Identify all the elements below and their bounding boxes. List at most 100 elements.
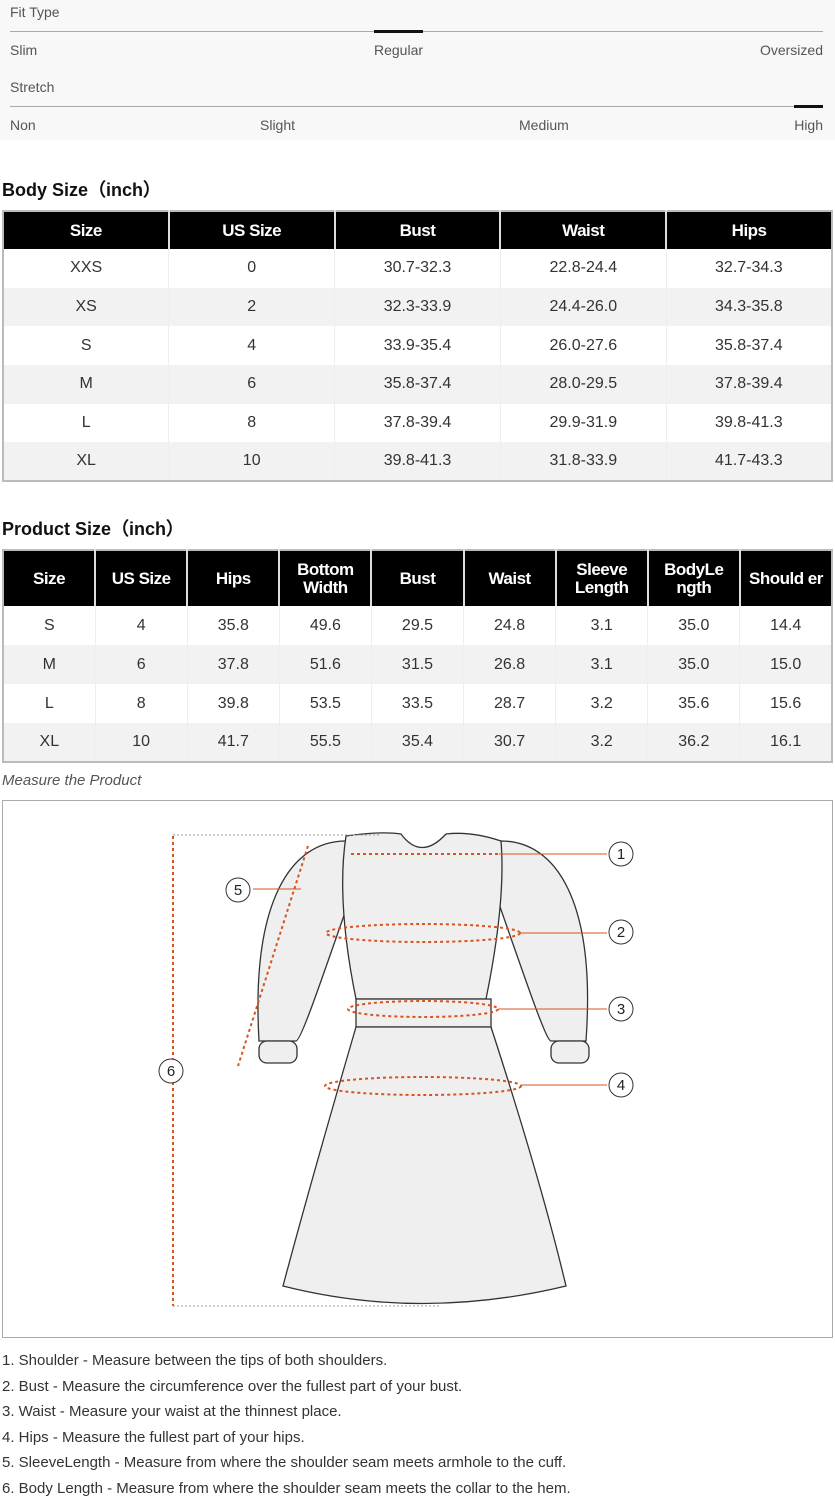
table-cell: 35.0 — [647, 645, 740, 684]
table-cell: 35.8-37.4 — [665, 326, 832, 366]
column-header: Hips — [665, 211, 832, 249]
table-cell: 3.1 — [555, 606, 648, 645]
table-cell: S — [2, 606, 96, 645]
table-cell: 14.4 — [739, 606, 832, 645]
table-row: L 8 37.8-39.4 29.9-31.9 39.8-41.3 — [2, 403, 832, 443]
column-header: Hips — [186, 550, 280, 606]
note-item: 5. SleeveLength - Measure from where the… — [2, 1454, 567, 1472]
note-item: 2. Bust - Measure the circumference over… — [2, 1377, 463, 1395]
table-cell: 3.2 — [555, 684, 648, 723]
marker-1: 1 — [608, 841, 634, 867]
stretch-scale — [10, 106, 823, 107]
table-cell: 39.8 — [186, 684, 280, 723]
right-cuff — [550, 1040, 590, 1064]
marker-4: 4 — [608, 1072, 634, 1098]
table-cell: 0 — [168, 249, 335, 288]
table-cell: XS — [2, 287, 169, 327]
body-size-title: Body Size（inch） — [2, 180, 162, 200]
column-header: Waist — [462, 550, 556, 606]
marker-6: 6 — [158, 1058, 184, 1084]
table-cell: L — [2, 403, 169, 443]
table-cell: 10 — [168, 442, 335, 482]
column-header: BodyLe ngth — [646, 550, 740, 606]
table-cell: 33.9-35.4 — [334, 326, 501, 366]
table-cell: XL — [2, 723, 96, 762]
table-cell: 22.8-24.4 — [499, 249, 667, 288]
table-cell: 3.1 — [555, 645, 648, 684]
table-cell: 37.8-39.4 — [665, 365, 832, 404]
table-cell: 3.2 — [555, 723, 648, 762]
table-cell: 33.5 — [370, 684, 464, 723]
table-cell: 6 — [168, 365, 335, 404]
table-cell: 28.0-29.5 — [499, 365, 667, 404]
table-cell: 4 — [94, 606, 188, 645]
product-size-title: Product Size（inch） — [2, 519, 185, 539]
table-cell: XXS — [2, 249, 169, 288]
table-cell: 8 — [168, 403, 335, 443]
table-row: XL 10 39.8-41.3 31.8-33.9 41.7-43.3 — [2, 442, 832, 482]
table-cell: 26.0-27.6 — [499, 326, 667, 366]
svg-text:6: 6 — [167, 1063, 175, 1080]
table-cell: 8 — [94, 684, 188, 723]
table-cell: M — [2, 645, 96, 684]
table-cell: 24.8 — [463, 606, 556, 645]
column-header: Bust — [370, 550, 464, 606]
table-cell: 32.7-34.3 — [665, 249, 832, 288]
column-header: Bust — [333, 211, 501, 249]
table-cell: 37.8-39.4 — [334, 403, 501, 443]
table-cell: 35.4 — [370, 723, 464, 762]
fit-stretch-panel: Fit Type Slim Regular Oversized Stretch … — [0, 0, 835, 140]
svg-text:4: 4 — [617, 1077, 625, 1094]
measurement-diagram: 1 2 3 4 5 6 — [2, 800, 833, 1338]
marker-3: 3 — [608, 996, 634, 1022]
dress-illustration: 1 2 3 4 5 6 — [158, 832, 634, 1307]
stretch-label: Non — [10, 117, 36, 133]
table-cell: 29.9-31.9 — [499, 403, 667, 443]
stretch-indicator — [794, 105, 823, 108]
table-row: S 4 33.9-35.4 26.0-27.6 35.8-37.4 — [2, 326, 832, 366]
table-cell: M — [2, 365, 169, 404]
left-cuff — [258, 1040, 298, 1064]
table-row: XXS 0 30.7-32.3 22.8-24.4 32.7-34.3 — [2, 249, 832, 288]
fit-type-title: Fit Type — [10, 4, 60, 20]
table-cell: 24.4-26.0 — [499, 287, 667, 327]
diagram-caption: Measure the Product — [2, 772, 142, 789]
fit-label: Slim — [10, 42, 38, 58]
note-item: 6. Body Length - Measure from where the … — [2, 1479, 571, 1497]
column-header: Size — [3, 211, 169, 249]
table-cell: 15.0 — [739, 645, 832, 684]
table-cell: 41.7-43.3 — [665, 442, 832, 482]
table-cell: 39.8-41.3 — [665, 403, 832, 443]
table-row: M 6 37.8 51.6 31.5 26.8 3.1 35.0 15.0 — [2, 645, 832, 684]
table-cell: 16.1 — [739, 723, 832, 762]
stretch-title: Stretch — [10, 79, 55, 95]
table-cell: 35.8-37.4 — [334, 365, 501, 404]
fit-label: Regular — [374, 42, 424, 58]
note-item: 1. Shoulder - Measure between the tips o… — [2, 1352, 388, 1369]
bodice — [342, 832, 503, 1000]
svg-text:1: 1 — [617, 846, 625, 863]
note-item: 4. Hips - Measure the fullest part of yo… — [2, 1428, 305, 1446]
right-sleeve — [490, 840, 589, 1042]
table-cell: 39.8-41.3 — [334, 442, 501, 482]
column-header: Bottom Width — [278, 550, 372, 606]
table-cell: XL — [2, 442, 169, 482]
table-cell: 10 — [94, 723, 188, 762]
stretch-label: High — [794, 117, 823, 133]
column-header: Waist — [499, 211, 667, 249]
column-header: Sleeve Length — [554, 550, 648, 606]
measurement-notes: 1. Shoulder - Measure between the tips o… — [2, 1352, 571, 1506]
table-cell: 29.5 — [370, 606, 464, 645]
table-cell: 6 — [94, 645, 188, 684]
table-cell: 31.5 — [370, 645, 464, 684]
table-cell: 2 — [168, 287, 335, 327]
note-item: 3. Waist - Measure your waist at the thi… — [2, 1403, 342, 1421]
table-cell: 4 — [168, 326, 335, 366]
table-cell: 35.0 — [647, 606, 740, 645]
table-cell: 37.8 — [186, 645, 280, 684]
marker-5: 5 — [225, 877, 251, 903]
stretch-label: Slight — [260, 117, 296, 133]
table-cell: 31.8-33.9 — [499, 442, 667, 482]
column-header: US Size — [94, 550, 188, 606]
table-row: L 8 39.8 53.5 33.5 28.7 3.2 35.6 15.6 — [2, 684, 832, 723]
